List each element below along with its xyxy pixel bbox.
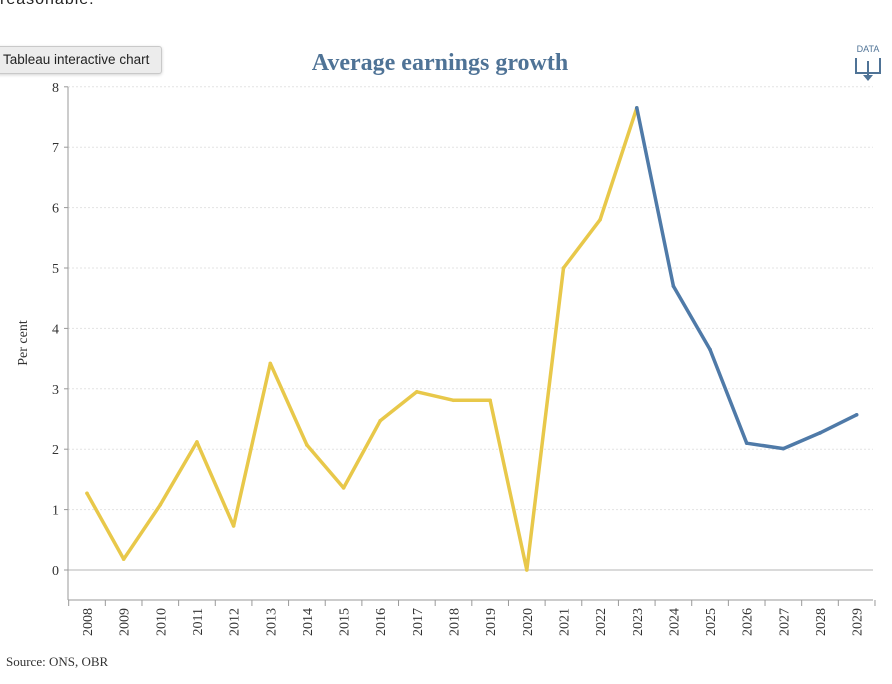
data-point-outturn-2008[interactable]: [85, 491, 89, 496]
y-tick-label: 7: [52, 141, 59, 156]
x-tick-label: 2025: [704, 608, 719, 636]
x-tick-label: 2026: [741, 608, 756, 636]
tableau-tooltip: Tableau interactive chart: [0, 46, 163, 74]
series-line-forecast[interactable]: [635, 106, 859, 451]
page-text-fragment: reasonable.: [0, 0, 95, 9]
data-download-label: DATA: [856, 44, 880, 54]
data-point-outturn-2015[interactable]: [341, 486, 346, 490]
data-point-outturn-2009[interactable]: [121, 557, 126, 561]
series-line-outturn[interactable]: [85, 106, 639, 572]
data-point-outturn-2022[interactable]: [598, 217, 602, 222]
y-tick-label: 5: [52, 262, 59, 277]
gridlines: [68, 86, 873, 571]
data-point-outturn-2012[interactable]: [231, 524, 236, 528]
x-tick-label: 2014: [301, 608, 316, 636]
y-tick-label: 2: [52, 443, 59, 458]
data-download-button[interactable]: DATA: [852, 44, 884, 84]
data-point-outturn-2018[interactable]: [451, 398, 456, 403]
data-point-forecast-2024[interactable]: [671, 284, 676, 288]
data-point-outturn-2019[interactable]: [488, 398, 492, 403]
x-tick-label: 2016: [374, 608, 389, 636]
data-point-outturn-2010[interactable]: [158, 502, 163, 507]
x-tick-label: 2013: [264, 608, 279, 636]
data-point-outturn-2014[interactable]: [305, 443, 309, 447]
y-tick-label: 8: [52, 81, 59, 96]
x-tick-label: 2015: [338, 608, 353, 636]
x-tick-label: 2022: [594, 608, 609, 636]
series-lines: [85, 106, 859, 572]
x-tick-label: 2028: [814, 608, 829, 636]
x-tick-label: 2029: [851, 608, 866, 636]
y-tick-labels: 0 1 2 3 4 5 6 7 8: [52, 81, 59, 579]
source-note: Source: ONS, OBR: [6, 654, 109, 669]
y-tick-label: 6: [52, 202, 59, 217]
data-point-outturn-2020[interactable]: [525, 568, 529, 572]
x-tick-label: 2023: [631, 608, 646, 636]
chart-title: Average earnings growth: [311, 50, 569, 76]
data-point-forecast-2023[interactable]: [634, 106, 639, 110]
data-point-outturn-2016[interactable]: [378, 419, 383, 423]
x-tick-labels: 2008 2009 2010 2011 2012 2013 2014 2015 2016 2017…: [81, 608, 866, 636]
x-tick-label: 2027: [777, 608, 792, 636]
x-tick-label: 2019: [484, 608, 499, 636]
data-point-forecast-2025[interactable]: [708, 347, 712, 352]
x-tick-label: 2020: [521, 608, 536, 636]
x-tick-label: 2021: [557, 608, 572, 636]
data-point-outturn-2013[interactable]: [268, 361, 273, 366]
data-point-forecast-2029[interactable]: [854, 412, 859, 417]
x-tick-label: 2018: [448, 608, 463, 636]
data-point-outturn-2017[interactable]: [415, 390, 419, 394]
x-tick-label: 2008: [81, 608, 96, 636]
x-tick-label: 2012: [228, 608, 243, 636]
data-point-forecast-2026[interactable]: [744, 441, 749, 445]
y-tick-label: 0: [52, 564, 59, 579]
y-tick-label: 4: [52, 322, 59, 337]
y-tick-label: 1: [52, 504, 59, 519]
data-point-forecast-2028[interactable]: [818, 431, 822, 435]
x-tick-label: 2024: [667, 608, 682, 636]
x-tick-label: 2017: [411, 608, 426, 636]
data-point-forecast-2027[interactable]: [781, 446, 786, 451]
axes: [64, 86, 876, 606]
x-tick-label: 2010: [154, 608, 169, 636]
x-tick-label: 2011: [191, 608, 206, 635]
y-tick-label: 3: [52, 383, 59, 398]
data-point-outturn-2021[interactable]: [561, 266, 566, 270]
x-tick-label: 2009: [118, 608, 133, 636]
download-icon: [855, 58, 881, 81]
data-point-outturn-2011[interactable]: [195, 440, 199, 444]
